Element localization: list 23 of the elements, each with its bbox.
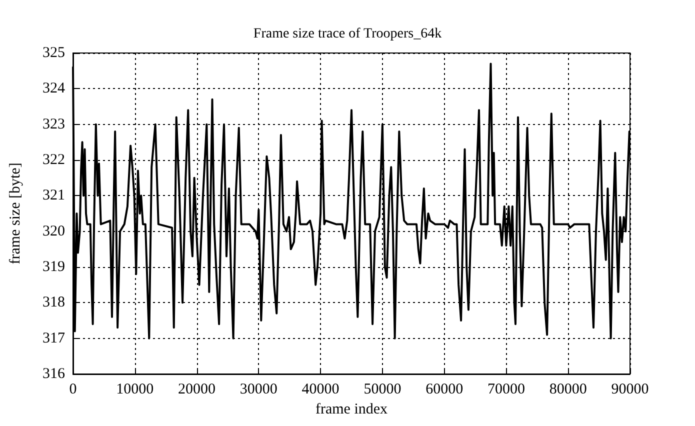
y-tick-label: 318 (42, 294, 65, 311)
y-tick-label: 323 (42, 116, 65, 132)
x-tick-label: 70000 (487, 382, 525, 398)
y-tick-label: 319 (42, 259, 65, 275)
x-tick-label: 20000 (178, 382, 216, 398)
y-tick-label: 316 (42, 366, 66, 382)
x-tick-label: 60000 (426, 382, 464, 398)
x-tick-label: 40000 (302, 382, 340, 398)
chart-title: Frame size trace of Troopers_64k (253, 26, 442, 42)
x-axis-title: frame index (315, 402, 388, 418)
y-tick-label: 322 (42, 152, 65, 168)
y-tick-label: 320 (42, 223, 65, 240)
y-tick-label: 317 (42, 330, 66, 346)
x-tick-label: 0 (69, 382, 77, 398)
x-tick-label: 30000 (240, 382, 278, 398)
y-tick-label: 321 (42, 188, 65, 204)
x-tick-label: 50000 (364, 382, 402, 398)
x-tick-label: 10000 (116, 382, 154, 398)
y-tick-label: 325 (42, 45, 65, 61)
y-tick-label: 324 (42, 80, 66, 97)
x-tick-label: 80000 (549, 382, 587, 398)
x-tick-label: 90000 (611, 382, 649, 398)
y-axis-title: frame size [byte] (8, 162, 24, 264)
